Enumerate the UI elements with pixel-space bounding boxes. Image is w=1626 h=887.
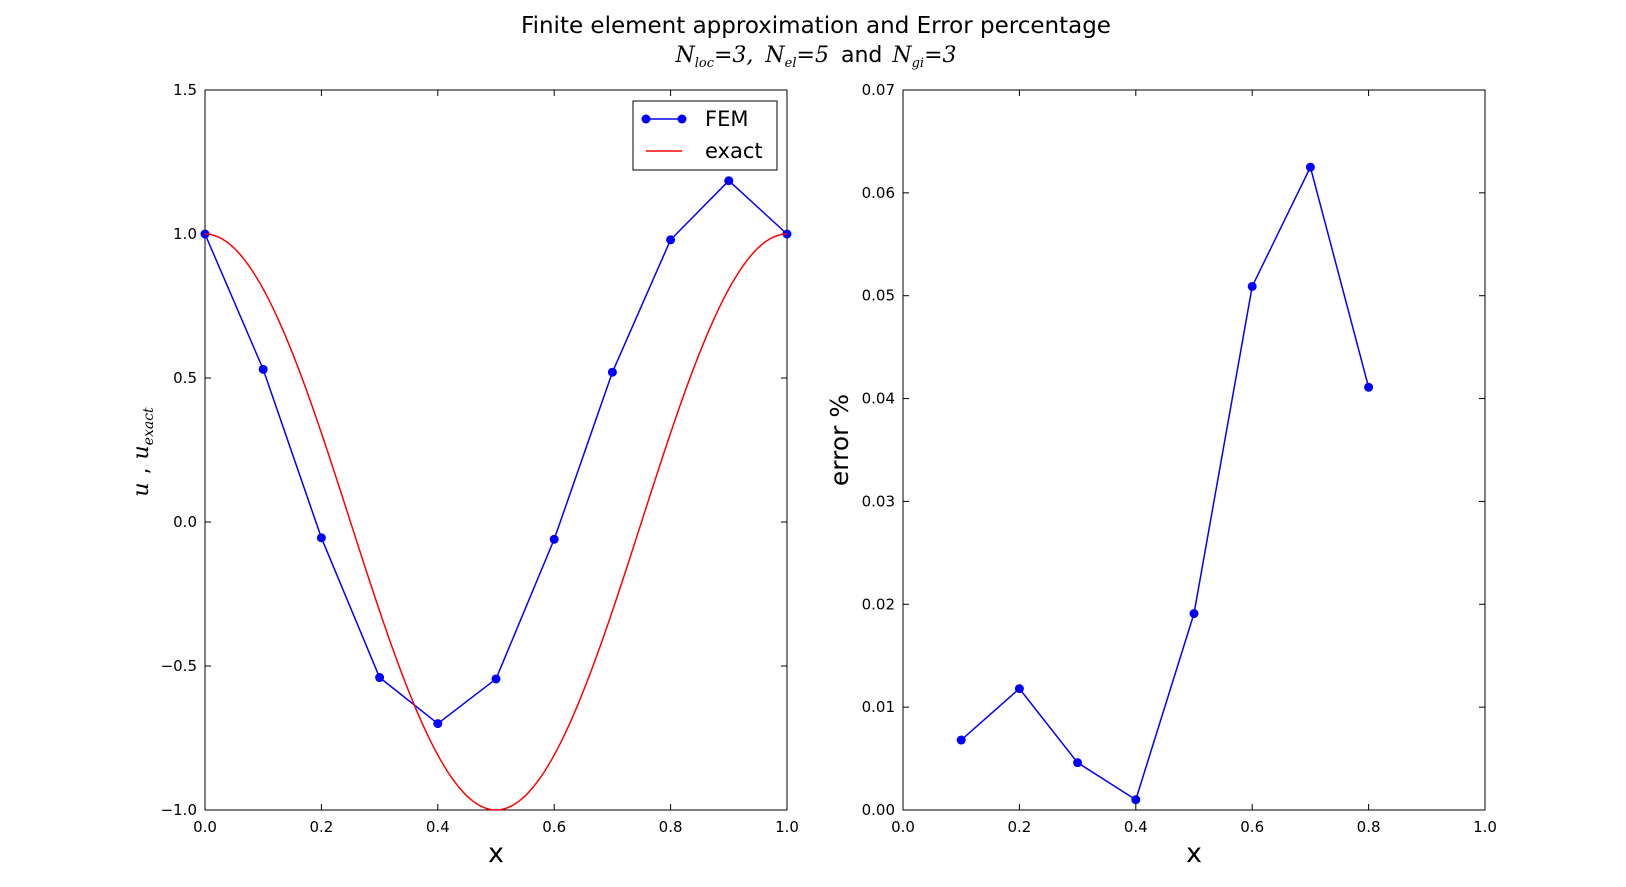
fem-data-point <box>433 719 443 729</box>
fem-xtick-label: 0.8 <box>659 818 683 836</box>
nel-val: =5 <box>797 43 829 68</box>
error-ytick-label: 0.07 <box>862 81 895 99</box>
error-ytick-label: 0.05 <box>862 287 895 305</box>
error-plot: 0.0 0.2 0.4 0.6 0.8 1.0 0.00 0.01 0.02 0.03 0.04 0.… <box>825 81 1497 869</box>
error-ytick-label: 0.00 <box>862 801 895 819</box>
fem-ytick-label: −1.0 <box>161 801 197 819</box>
error-data-point <box>1189 609 1199 619</box>
fem-x-axis-label: x <box>488 838 504 869</box>
fem-plot-frame <box>204 89 788 811</box>
error-series <box>956 162 1374 805</box>
fem-plot: 0.0 0.2 0.4 0.6 0.8 1.0 −1.0 −0.5 0.0 0.5 1.0 1.5 x… <box>129 81 799 869</box>
fem-ytick-label: −0.5 <box>161 657 197 675</box>
error-ytick-label: 0.02 <box>862 595 895 613</box>
error-xtick-label: 0.2 <box>1007 818 1031 836</box>
fem-xtick-label: 0.6 <box>542 818 566 836</box>
fem-data-point <box>607 367 617 377</box>
error-data-point <box>1073 758 1083 768</box>
fem-ytick-label: 1.0 <box>173 225 197 243</box>
legend-box <box>632 100 778 171</box>
error-data-point <box>1305 162 1315 172</box>
error-data-point <box>1364 382 1374 392</box>
error-ytick-label: 0.04 <box>862 390 895 408</box>
error-axis-ticks: 0.0 0.2 0.4 0.6 0.8 1.0 0.00 0.01 0.02 0.03 0.04 0.… <box>862 81 1497 836</box>
fem-series-exact-line <box>204 233 788 811</box>
fem-series <box>200 176 792 811</box>
fem-data-point <box>666 235 676 245</box>
fem-data-point <box>375 673 385 683</box>
legend-fem-label: FEM <box>705 107 748 131</box>
and-text: and <box>841 43 882 68</box>
error-xtick-label: 0.0 <box>891 818 915 836</box>
fem-data-point <box>724 176 734 186</box>
error-data-point <box>1131 795 1141 805</box>
legend-fem-marker-left <box>641 114 651 124</box>
error-xtick-label: 0.4 <box>1124 818 1148 836</box>
nloc-base: N <box>674 43 695 68</box>
error-data-point <box>1247 281 1257 291</box>
error-plot-frame <box>902 89 1486 811</box>
figure-subtitle: Nloc=3, Nel=5 and Ngi=3 <box>674 43 956 71</box>
nloc-val: =3, <box>714 43 753 68</box>
fem-data-point <box>316 533 326 543</box>
fem-xtick-label: 0.2 <box>309 818 333 836</box>
error-xtick-label: 0.6 <box>1240 818 1264 836</box>
ngi-sub: gi <box>912 56 924 71</box>
legend-fem-marker-right <box>677 114 687 124</box>
fem-data-point <box>549 534 559 544</box>
fem-data-point <box>491 674 501 684</box>
error-data-point <box>956 735 966 745</box>
error-xtick-label: 1.0 <box>1473 818 1497 836</box>
nloc-sub: loc <box>695 56 715 71</box>
error-series-error-line <box>960 164 1370 801</box>
fem-xtick-label: 0.4 <box>426 818 450 836</box>
nel-sub: el <box>785 56 797 71</box>
ngi-base: N <box>891 43 912 68</box>
fem-y-axis-label: u,uexact <box>129 407 157 497</box>
legend-exact-label: exact <box>705 139 763 163</box>
fem-xtick-label: 1.0 <box>775 818 799 836</box>
error-xtick-label: 0.8 <box>1357 818 1381 836</box>
fem-axis-ticks: 0.0 0.2 0.4 0.6 0.8 1.0 −1.0 −0.5 0.0 0.5 1.0 1.5 <box>161 81 799 836</box>
legend: FEM exact <box>632 100 778 171</box>
fem-ytick-label: 1.5 <box>173 81 197 99</box>
fem-ytick-label: 0.0 <box>173 513 197 531</box>
fem-ytick-label: 0.5 <box>173 369 197 387</box>
nel-base: N <box>764 43 785 68</box>
error-y-axis-label: error % <box>825 394 854 486</box>
error-ytick-label: 0.03 <box>862 492 895 510</box>
error-ytick-label: 0.06 <box>862 184 895 202</box>
figure-title: Finite element approximation and Error p… <box>521 13 1111 39</box>
fem-data-point <box>258 364 268 374</box>
error-ytick-label: 0.01 <box>862 698 895 716</box>
ngi-val: =3 <box>924 43 956 68</box>
error-x-axis-label: x <box>1186 838 1202 869</box>
fem-xtick-label: 0.0 <box>193 818 217 836</box>
error-data-point <box>1014 684 1024 694</box>
